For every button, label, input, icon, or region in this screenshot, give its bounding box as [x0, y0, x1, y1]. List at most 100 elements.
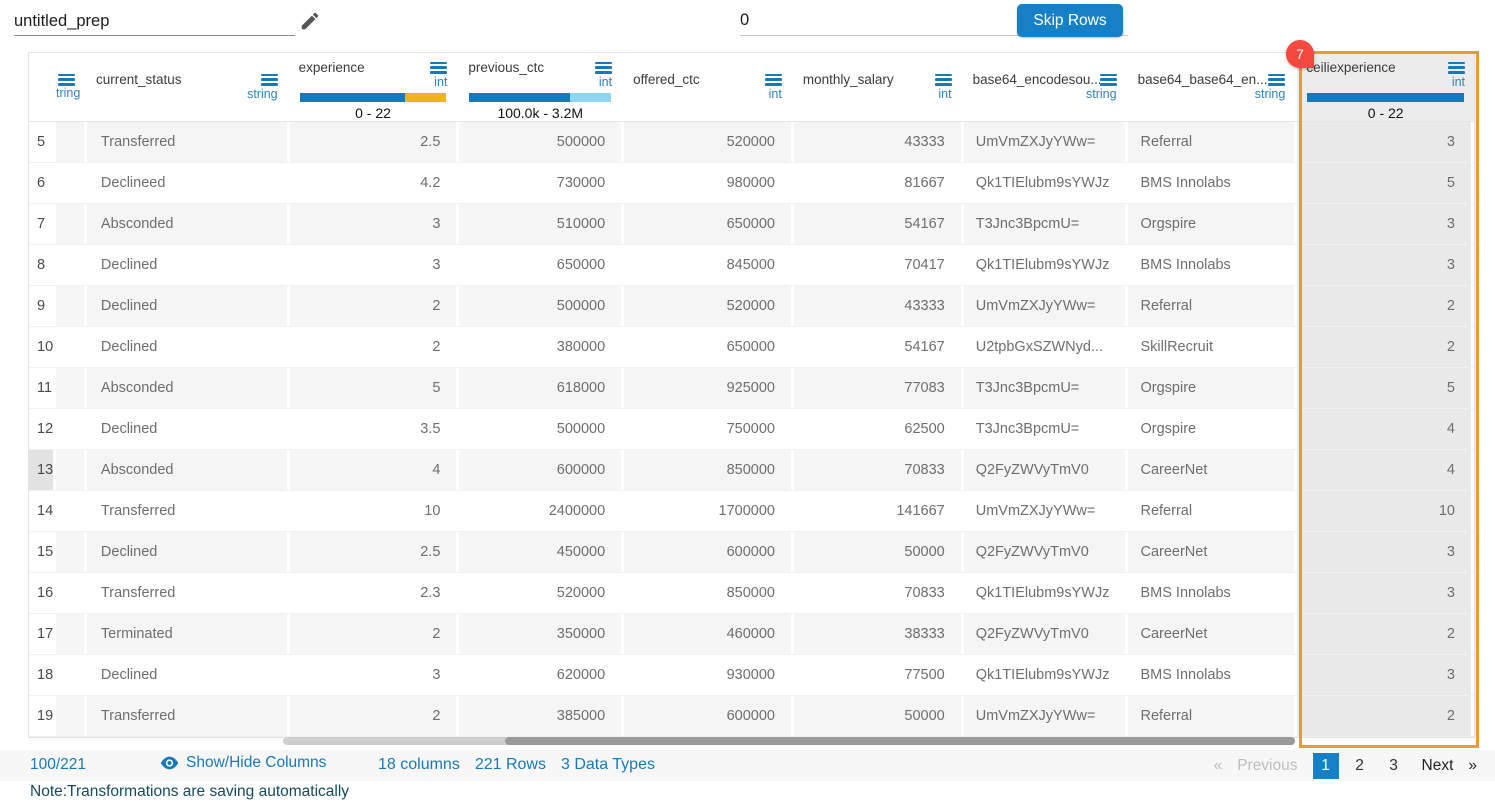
- skip-rows-button[interactable]: Skip Rows: [1017, 4, 1123, 37]
- cell-experience[interactable]: 5: [289, 368, 460, 408]
- cell-experience[interactable]: 4.2: [290, 163, 460, 203]
- cell-experience[interactable]: 10: [290, 491, 460, 531]
- cell-current-status[interactable]: Transferred: [87, 573, 290, 613]
- column-menu-icon[interactable]: [1099, 73, 1117, 86]
- row-number-cell[interactable]: 10: [29, 327, 56, 367]
- cell-base64-decoded[interactable]: BMS Innolabs: [1128, 163, 1298, 203]
- cell-base64-source[interactable]: UmVmZXJyYWw=: [963, 122, 1129, 162]
- cell-current-status[interactable]: Declined: [87, 245, 290, 285]
- cell-base64-decoded[interactable]: Referral: [1128, 491, 1298, 531]
- cell-base64-decoded[interactable]: Referral: [1128, 286, 1298, 326]
- cell-previous-ctc[interactable]: 618000: [459, 368, 625, 408]
- row-number-cell[interactable]: 17: [29, 614, 56, 654]
- cell-monthly-salary[interactable]: 43333: [793, 122, 964, 162]
- cell-current-status[interactable]: Declineed: [87, 163, 290, 203]
- clipped-cell[interactable]: [56, 655, 87, 695]
- next-page-button[interactable]: Next: [1421, 757, 1454, 774]
- cell-previous-ctc[interactable]: 380000: [459, 327, 625, 367]
- cell-offered-ctc[interactable]: 600000: [624, 696, 794, 736]
- previous-arrow-icon[interactable]: «: [1213, 757, 1223, 774]
- row-number-cell[interactable]: 15: [29, 532, 56, 572]
- cell-previous-ctc[interactable]: 730000: [459, 163, 625, 203]
- cell-experience[interactable]: 2: [289, 696, 460, 736]
- cell-offered-ctc[interactable]: 1700000: [624, 491, 794, 531]
- cell-current-status[interactable]: Transferred: [86, 122, 290, 162]
- cell-offered-ctc[interactable]: 650000: [624, 204, 794, 244]
- cell-ceiliexperience[interactable]: 3: [1297, 573, 1474, 613]
- cell-current-status[interactable]: Declined: [87, 327, 290, 367]
- cell-base64-source[interactable]: Q2FyZWVyTmV0: [963, 614, 1129, 654]
- cell-current-status[interactable]: Absconded: [86, 368, 290, 408]
- cell-experience[interactable]: 2.3: [290, 573, 460, 613]
- cell-base64-source[interactable]: UmVmZXJyYWw=: [964, 491, 1129, 531]
- clipped-cell[interactable]: [55, 368, 87, 408]
- previous-page-button[interactable]: Previous: [1237, 757, 1298, 774]
- column-header-experience[interactable]: experience int 0 - 22: [289, 53, 460, 121]
- cell-offered-ctc[interactable]: 850000: [624, 450, 794, 490]
- edit-pencil-icon[interactable]: [299, 10, 321, 32]
- cell-current-status[interactable]: Absconded: [86, 450, 290, 490]
- cell-base64-source[interactable]: U2tpbGxSZWNyd...: [964, 327, 1129, 367]
- cell-monthly-salary[interactable]: 81667: [794, 163, 964, 203]
- cell-previous-ctc[interactable]: 500000: [459, 286, 625, 326]
- column-header-offered-ctc[interactable]: offered_ctc int: [624, 53, 794, 121]
- show-hide-columns-button[interactable]: Show/Hide Columns: [160, 754, 326, 772]
- column-header-current-status[interactable]: current_status string: [86, 53, 290, 121]
- clipped-cell[interactable]: [56, 491, 87, 531]
- row-number-cell[interactable]: 8: [29, 245, 56, 285]
- cell-base64-decoded[interactable]: SkillRecruit: [1128, 327, 1298, 367]
- cell-base64-source[interactable]: Q2FyZWVyTmV0: [963, 532, 1129, 572]
- cell-current-status[interactable]: Declined: [87, 655, 290, 695]
- horizontal-scrollbar-track[interactable]: [283, 737, 1295, 745]
- cell-base64-source[interactable]: T3Jnc3BpcmU=: [963, 204, 1129, 244]
- cell-ceiliexperience[interactable]: 3: [1297, 122, 1474, 162]
- cell-offered-ctc[interactable]: 520000: [624, 286, 794, 326]
- cell-previous-ctc[interactable]: 510000: [459, 204, 625, 244]
- cell-offered-ctc[interactable]: 850000: [624, 573, 794, 613]
- cell-base64-decoded[interactable]: BMS Innolabs: [1128, 655, 1298, 695]
- row-number-cell[interactable]: 7: [29, 204, 56, 244]
- row-number-cell[interactable]: 5: [29, 122, 56, 162]
- column-menu-icon[interactable]: [430, 61, 448, 74]
- cell-current-status[interactable]: Transferred: [86, 696, 290, 736]
- cell-current-status[interactable]: Absconded: [86, 204, 290, 244]
- cell-experience[interactable]: 3: [290, 655, 460, 695]
- cell-base64-source[interactable]: UmVmZXJyYWw=: [963, 696, 1129, 736]
- cell-experience[interactable]: 3: [289, 204, 460, 244]
- row-number-cell[interactable]: 11: [29, 368, 56, 408]
- cell-experience[interactable]: 2: [289, 614, 460, 654]
- row-number-cell[interactable]: 16: [29, 573, 56, 613]
- cell-offered-ctc[interactable]: 460000: [624, 614, 794, 654]
- cell-base64-source[interactable]: T3Jnc3BpcmU=: [963, 368, 1129, 408]
- clipped-cell[interactable]: [55, 122, 87, 162]
- cell-experience[interactable]: 3.5: [290, 409, 460, 449]
- cell-base64-decoded[interactable]: BMS Innolabs: [1128, 245, 1298, 285]
- cell-base64-source[interactable]: Qk1TIElubm9sYWJz: [964, 573, 1129, 613]
- cell-monthly-salary[interactable]: 50000: [793, 696, 964, 736]
- cell-previous-ctc[interactable]: 450000: [459, 532, 625, 572]
- clipped-cell[interactable]: [56, 163, 87, 203]
- cell-base64-source[interactable]: Qk1TIElubm9sYWJz: [964, 655, 1129, 695]
- cell-experience[interactable]: 3: [290, 245, 460, 285]
- cell-monthly-salary[interactable]: 50000: [793, 532, 964, 572]
- row-number-cell[interactable]: 14: [29, 491, 56, 531]
- cell-ceiliexperience[interactable]: 2: [1297, 696, 1474, 736]
- cell-offered-ctc[interactable]: 650000: [624, 327, 794, 367]
- cell-previous-ctc[interactable]: 500000: [459, 122, 625, 162]
- page-button-1[interactable]: 1: [1312, 753, 1339, 779]
- cell-base64-decoded[interactable]: CareerNet: [1128, 450, 1298, 490]
- cell-monthly-salary[interactable]: 62500: [794, 409, 964, 449]
- clipped-cell[interactable]: [56, 573, 87, 613]
- cell-previous-ctc[interactable]: 350000: [459, 614, 625, 654]
- column-header-base64-encodesou[interactable]: base64_encodesou... string: [963, 53, 1129, 121]
- page-button-2[interactable]: 2: [1355, 757, 1364, 774]
- cell-current-status[interactable]: Terminated: [86, 614, 290, 654]
- column-menu-icon[interactable]: [764, 73, 782, 86]
- cell-monthly-salary[interactable]: 77083: [793, 368, 964, 408]
- cell-ceiliexperience[interactable]: 2: [1297, 327, 1474, 367]
- cell-monthly-salary[interactable]: 141667: [794, 491, 964, 531]
- column-menu-icon[interactable]: [1448, 61, 1466, 74]
- cell-ceiliexperience[interactable]: 3: [1297, 204, 1474, 244]
- row-number-cell[interactable]: 12: [29, 409, 56, 449]
- cell-base64-source[interactable]: UmVmZXJyYWw=: [963, 286, 1129, 326]
